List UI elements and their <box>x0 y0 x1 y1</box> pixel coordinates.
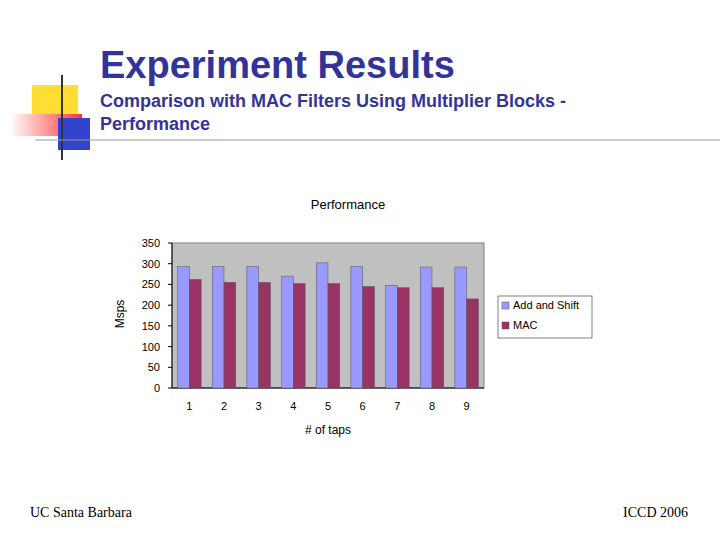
y-tick-label: 150 <box>142 320 160 332</box>
plot-area <box>172 243 484 388</box>
bar <box>224 282 236 388</box>
bar <box>363 287 375 389</box>
bar <box>420 267 432 388</box>
y-axis <box>172 243 173 388</box>
legend-swatch <box>502 322 509 329</box>
y-tick <box>168 388 172 389</box>
legend-swatch <box>502 302 509 309</box>
legend-label: MAC <box>513 319 538 331</box>
x-tick-label: 4 <box>290 400 296 412</box>
y-tick <box>168 346 172 347</box>
bar <box>189 279 201 388</box>
decoration <box>10 75 720 160</box>
x-tick-label: 5 <box>325 400 331 412</box>
x-tick-label: 3 <box>256 400 262 412</box>
y-tick-label: 100 <box>142 341 160 353</box>
slide: Experiment Results Comparison with MAC Fi… <box>0 0 720 540</box>
deco-line <box>35 140 720 141</box>
y-tick-label: 200 <box>142 299 160 311</box>
y-tick-label: 0 <box>154 382 160 394</box>
bar <box>467 299 479 388</box>
slide-title: Experiment Results <box>100 44 455 86</box>
y-tick <box>168 263 172 264</box>
bar <box>247 267 259 388</box>
bar <box>455 267 467 388</box>
bar <box>259 282 271 388</box>
x-tick-label: 7 <box>394 400 400 412</box>
bar <box>432 288 444 388</box>
bar <box>386 285 398 388</box>
x-axis-title: # of taps <box>305 423 351 437</box>
bar <box>397 288 409 388</box>
slide-subtitle: Comparison with MAC Filters Using Multip… <box>100 91 566 111</box>
footer-left: UC Santa Barbara <box>30 505 133 520</box>
legend: Add and Shift MAC <box>498 296 592 338</box>
y-tick <box>168 367 172 368</box>
y-axis-title: Msps <box>113 300 127 329</box>
y-tick-label: 350 <box>142 237 160 249</box>
x-tick-label: 1 <box>186 400 192 412</box>
y-tick <box>168 305 172 306</box>
y-tick-label: 50 <box>148 361 160 373</box>
bar <box>351 267 363 388</box>
bar <box>293 284 305 388</box>
y-tick <box>168 325 172 326</box>
footer-right: ICCD 2006 <box>623 505 688 520</box>
legend-label: Add and Shift <box>513 299 579 311</box>
x-tick-label: 8 <box>429 400 435 412</box>
y-tick-label: 250 <box>142 278 160 290</box>
y-tick <box>168 284 172 285</box>
slide-subtitle: Performance <box>100 114 210 134</box>
x-tick-label: 6 <box>360 400 366 412</box>
bar <box>316 263 328 388</box>
bar <box>328 284 340 388</box>
y-tick-label: 300 <box>142 258 160 270</box>
x-tick-label: 9 <box>464 400 470 412</box>
y-tick <box>168 243 172 244</box>
bars <box>178 263 479 388</box>
legend-box <box>498 296 592 338</box>
bar <box>282 276 294 388</box>
bar <box>212 267 224 388</box>
deco-line <box>61 75 63 160</box>
bar <box>178 267 190 388</box>
chart-title: Performance <box>311 197 385 212</box>
x-tick-label: 2 <box>221 400 227 412</box>
